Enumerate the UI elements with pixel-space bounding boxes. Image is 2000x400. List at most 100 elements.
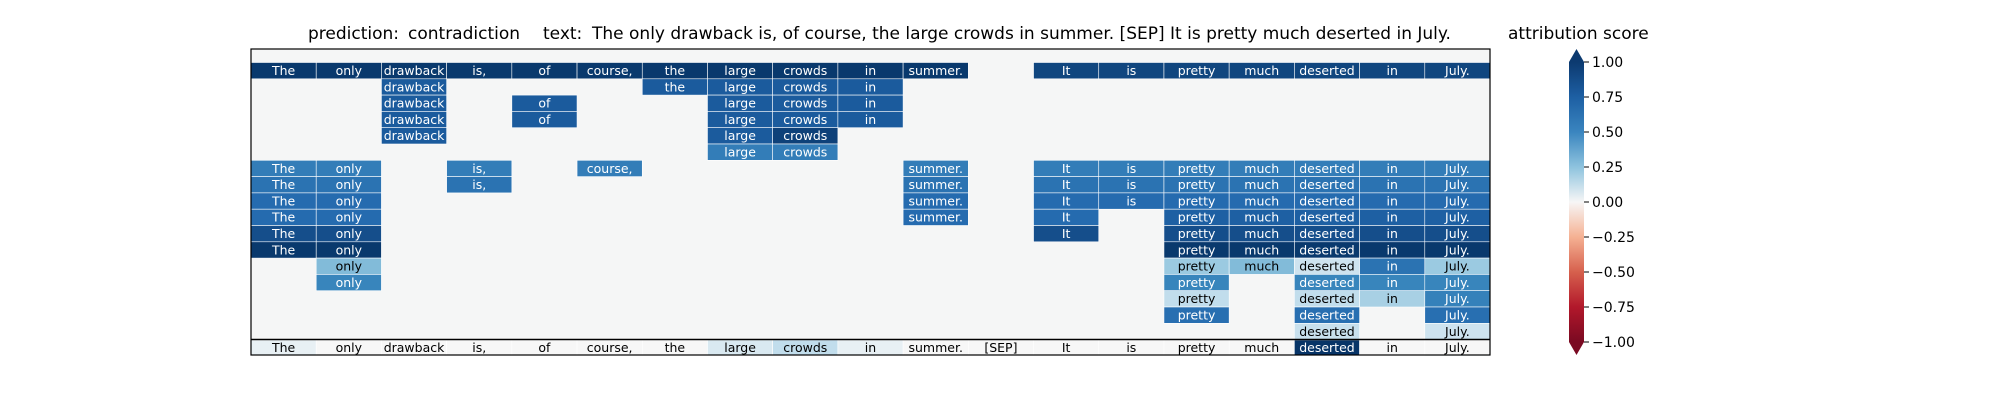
token-label: of xyxy=(538,63,551,78)
token-label: pretty xyxy=(1178,226,1216,241)
attribution-cell: in xyxy=(1359,160,1426,177)
attribution-cell: It xyxy=(1033,225,1100,243)
colorbar-tick-label: −1.00 xyxy=(1592,335,1635,351)
token-label: deserted xyxy=(1299,307,1355,322)
token-label: in xyxy=(1386,210,1397,225)
token-label: deserted xyxy=(1299,259,1355,274)
token-label: course, xyxy=(587,340,633,355)
token-label: crowds xyxy=(783,112,827,127)
attribution-cell: drawback xyxy=(381,94,447,112)
baseline-token-cell: July. xyxy=(1424,339,1491,356)
token-label: in xyxy=(1386,291,1397,306)
token-label: pretty xyxy=(1178,161,1216,176)
token-label: drawback xyxy=(384,96,445,111)
token-label: only xyxy=(336,242,363,257)
token-label: in xyxy=(1386,177,1397,192)
attribution-cell: crowds xyxy=(772,143,839,161)
attribution-cell: in xyxy=(1359,62,1426,80)
token-label: pretty xyxy=(1178,177,1216,192)
attribution-cell: July. xyxy=(1424,62,1491,80)
token-label: summer. xyxy=(908,161,962,176)
token-label: is xyxy=(1126,161,1136,176)
token-label: July. xyxy=(1444,324,1470,339)
heatmap-cell xyxy=(1163,306,1230,324)
token-label: deserted xyxy=(1299,291,1355,306)
token-label: It xyxy=(1062,210,1071,225)
attribution-cell: in xyxy=(1359,176,1426,194)
attribution-cell: drawback xyxy=(381,78,447,96)
token-label: pretty xyxy=(1178,307,1216,322)
attribution-cell: July. xyxy=(1424,322,1491,340)
token-label: much xyxy=(1244,177,1279,192)
colorbar-gradient xyxy=(1569,62,1584,342)
attribution-cell: is, xyxy=(446,176,513,194)
attribution-cell: summer. xyxy=(902,208,969,226)
colorbar-extend-max xyxy=(1569,49,1584,62)
attribution-cell: deserted xyxy=(1294,176,1360,194)
token-label: deserted xyxy=(1299,340,1355,355)
attribution-cell: is xyxy=(1098,62,1165,80)
token-label: is, xyxy=(472,63,486,78)
attribution-cell: summer. xyxy=(902,176,969,194)
attribution-cell: deserted xyxy=(1294,241,1360,259)
token-label: in xyxy=(865,96,876,111)
token-label: drawback xyxy=(384,340,445,355)
heatmap-cell xyxy=(902,62,969,80)
heatmap-cell xyxy=(772,143,839,161)
baseline-token-cell: course, xyxy=(576,339,643,356)
attribution-cell: pretty xyxy=(1163,62,1230,80)
token-label: is xyxy=(1126,177,1136,192)
token-label: only xyxy=(336,193,363,208)
attribution-cell: pretty xyxy=(1163,257,1230,275)
token-label: pretty xyxy=(1178,259,1216,274)
token-label: summer. xyxy=(908,193,962,208)
attribution-cell: pretty xyxy=(1163,290,1230,308)
token-label: much xyxy=(1244,226,1279,241)
heatmap-cell xyxy=(381,127,447,145)
token-label: crowds xyxy=(783,79,827,94)
attribution-cell: large xyxy=(707,143,773,161)
token-label: summer. xyxy=(908,210,962,225)
baseline-token-cell: much xyxy=(1228,339,1295,356)
token-label: only xyxy=(336,177,363,192)
attribution-cell: in xyxy=(1359,290,1426,308)
token-label: drawback xyxy=(384,79,445,94)
attribution-cell: July. xyxy=(1424,257,1491,275)
token-label: The xyxy=(271,177,296,192)
token-label: It xyxy=(1062,161,1071,176)
attribution-cell: The xyxy=(250,192,317,210)
token-label: large xyxy=(724,96,756,111)
colorbar-tick-label: −0.75 xyxy=(1592,300,1635,316)
token-label: large xyxy=(724,128,756,143)
attribution-cell: deserted xyxy=(1294,290,1360,308)
token-label: July. xyxy=(1444,210,1470,225)
attribution-cell: in xyxy=(1359,208,1426,226)
attribution-cell: deserted xyxy=(1294,192,1360,210)
attribution-cell: July. xyxy=(1424,176,1491,194)
token-label: only xyxy=(336,275,363,290)
attribution-cell: The xyxy=(250,160,317,177)
attribution-cell: The xyxy=(250,62,317,80)
attribution-cell: The xyxy=(250,225,317,243)
input-text: The only drawback is, of course, the lar… xyxy=(591,24,1451,44)
token-label: of xyxy=(538,112,551,127)
colorbar-tick-label: 0.00 xyxy=(1592,195,1623,211)
baseline-token-cell: in xyxy=(837,339,904,356)
token-label: July. xyxy=(1444,307,1470,322)
token-label: crowds xyxy=(783,128,827,143)
heatmap-cell xyxy=(837,111,904,129)
token-label: in xyxy=(1386,259,1397,274)
attribution-cell: only xyxy=(315,176,382,194)
token-label: deserted xyxy=(1299,226,1355,241)
token-label: is xyxy=(1126,340,1136,355)
attribution-cell: crowds xyxy=(772,62,839,80)
token-label: only xyxy=(336,210,363,225)
token-label: July. xyxy=(1444,275,1470,290)
token-label: is, xyxy=(472,177,486,192)
heatmap-cell xyxy=(511,111,578,129)
baseline-token-cell: pretty xyxy=(1163,339,1230,356)
token-label: crowds xyxy=(783,96,827,111)
attribution-cell: deserted xyxy=(1294,257,1360,275)
attribution-cell: It xyxy=(1033,176,1100,194)
attribution-cell: crowds xyxy=(772,111,839,129)
